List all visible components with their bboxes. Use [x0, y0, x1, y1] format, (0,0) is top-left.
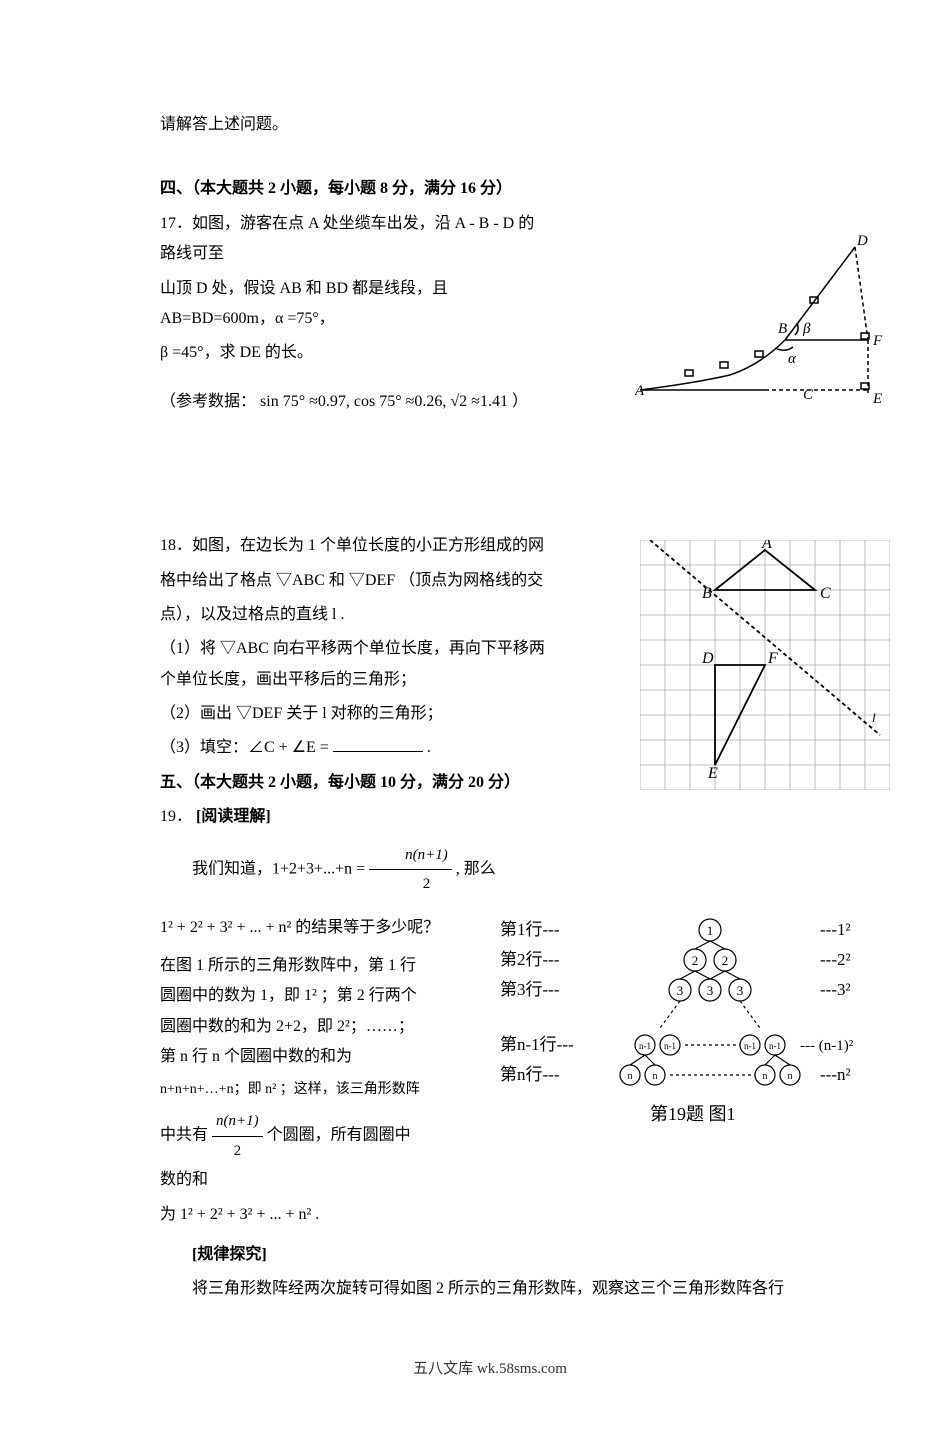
- svg-text:---1²: ---1²: [820, 920, 851, 939]
- svg-text:A: A: [761, 540, 772, 552]
- q19-l1b: , 那么: [456, 860, 496, 877]
- figure-18: A B C D F E l: [640, 540, 890, 801]
- svg-text:l: l: [872, 710, 876, 725]
- q18-l1: 18．如图，在边长为 1 个单位长度的小正方形组成的网: [160, 531, 560, 561]
- svg-text:E: E: [707, 765, 718, 782]
- svg-text:β: β: [802, 321, 811, 337]
- svg-text:3: 3: [677, 983, 684, 998]
- q18-l3: 点），以及过格点的直线 l .: [160, 600, 560, 630]
- svg-text:C: C: [803, 387, 814, 403]
- svg-text:第1行---: 第1行---: [500, 920, 560, 939]
- svg-text:F: F: [872, 333, 883, 349]
- q19-line: 19． [阅读理解]: [160, 802, 820, 832]
- blank-fill: [333, 735, 423, 752]
- frac1-num: n(n+1): [369, 841, 452, 871]
- q19-p3: 在图 1 所示的三角形数阵中，第 1 行圆圈中的数为 1，即 1² ；第 2 行…: [160, 951, 420, 1073]
- q18-p3-suffix: .: [427, 739, 431, 756]
- svg-text:---n²: ---n²: [820, 1065, 851, 1084]
- q18-p3: （3）填空：∠C + ∠E = .: [160, 733, 560, 763]
- q19-p4: n+n+n+…+n；即 n² ；这样，该三角形数阵: [160, 1077, 420, 1104]
- svg-text:1: 1: [707, 923, 714, 938]
- svg-text:---3²: ---3²: [820, 980, 851, 999]
- svg-text:第n行---: 第n行---: [500, 1065, 560, 1084]
- svg-text:n: n: [788, 1071, 793, 1082]
- frac2-num: n(n+1): [212, 1107, 263, 1137]
- svg-text:n: n: [628, 1071, 633, 1082]
- q17-ref-prefix: （参考数据：: [160, 393, 256, 410]
- q18-p2: （2）画出 ▽DEF 关于 l 对称的三角形；: [160, 699, 560, 729]
- svg-text:A: A: [635, 383, 645, 399]
- q19-p5a: 中共有: [160, 1127, 208, 1144]
- q19-p5: 中共有 n(n+1) 2 个圆圈，所有圆圈中数的和: [160, 1107, 420, 1195]
- svg-text:n: n: [763, 1071, 768, 1082]
- figure-19: 第1行--- 第2行--- 第3行--- 第n-1行--- 第n行---: [500, 910, 890, 1151]
- fraction-1: n(n+1) 2: [369, 841, 452, 899]
- svg-text:3: 3: [737, 983, 744, 998]
- q19-sub: [规律探究]: [160, 1240, 820, 1270]
- q17-ref: （参考数据： sin 75° ≈0.97, cos 75° ≈0.26, √2 …: [160, 387, 550, 417]
- q19-p7: 将三角形数阵经两次旋转可得如图 2 所示的三角形数阵，观察这三个三角形数阵各行: [160, 1274, 820, 1304]
- frac1-den: 2: [369, 870, 452, 899]
- svg-text:第19题 图1: 第19题 图1: [650, 1104, 736, 1124]
- svg-text:E: E: [872, 391, 882, 407]
- svg-text:n-1: n-1: [639, 1041, 651, 1051]
- q19-title: [阅读理解]: [196, 808, 271, 825]
- q17-ref-suffix: ）: [512, 393, 528, 410]
- svg-text:n-1: n-1: [769, 1041, 781, 1051]
- svg-text:第3行---: 第3行---: [500, 980, 560, 999]
- svg-text:n: n: [653, 1071, 658, 1082]
- q17-ref-math: sin 75° ≈0.97, cos 75° ≈0.26, √2 ≈1.41: [260, 393, 508, 410]
- q17-line1: 17．如图，游客在点 A 处坐缆车出发，沿 A - B - D 的路线可至: [160, 209, 550, 270]
- q18-l2: 格中给出了格点 ▽ABC 和 ▽DEF （顶点为网格线的交: [160, 566, 560, 596]
- svg-text:第n-1行---: 第n-1行---: [500, 1035, 574, 1054]
- svg-text:F: F: [767, 650, 778, 667]
- q19-l1: 我们知道，1+2+3+...+n = n(n+1) 2 , 那么: [160, 841, 820, 899]
- section4-heading: 四、（本大题共 2 小题，每小题 8 分，满分 16 分）: [160, 174, 820, 204]
- svg-text:3: 3: [707, 983, 714, 998]
- q19-l1a: 我们知道，1+2+3+...+n =: [192, 860, 365, 877]
- svg-text:---2²: ---2²: [820, 950, 851, 969]
- svg-text:D: D: [701, 650, 714, 667]
- svg-text:n-1: n-1: [664, 1041, 676, 1051]
- svg-text:n-1: n-1: [744, 1041, 756, 1051]
- footer: 五八文库 wk.58sms.com: [160, 1355, 820, 1384]
- svg-text:C: C: [820, 585, 831, 602]
- q17-line3: β =45°，求 DE 的长。: [160, 338, 550, 368]
- svg-text:B: B: [778, 321, 787, 337]
- q17-line2: 山顶 D 处，假设 AB 和 BD 都是线段，且 AB=BD=600m，α =7…: [160, 274, 550, 335]
- q19-num: 19．: [160, 808, 192, 825]
- q19-p6: 为 1² + 2² + 3² + ... + n² .: [160, 1200, 420, 1230]
- svg-text:2: 2: [692, 953, 699, 968]
- figure-17: A B D F E C α β: [635, 235, 890, 426]
- svg-text:--- (n-1)²: --- (n-1)²: [800, 1038, 854, 1054]
- svg-text:α: α: [788, 351, 797, 367]
- svg-text:D: D: [856, 235, 868, 249]
- svg-text:B: B: [702, 585, 712, 602]
- frac2-den: 2: [212, 1137, 263, 1166]
- svg-text:2: 2: [722, 953, 729, 968]
- q18-p1: （1）将 ▽ABC 向右平移两个单位长度，再向下平移两个单位长度，画出平移后的三…: [160, 634, 560, 695]
- svg-text:第2行---: 第2行---: [500, 950, 560, 969]
- intro-line: 请解答上述问题。: [160, 110, 820, 140]
- q18-p3-prefix: （3）填空：∠C + ∠E =: [160, 739, 329, 756]
- fraction-2: n(n+1) 2: [212, 1107, 263, 1165]
